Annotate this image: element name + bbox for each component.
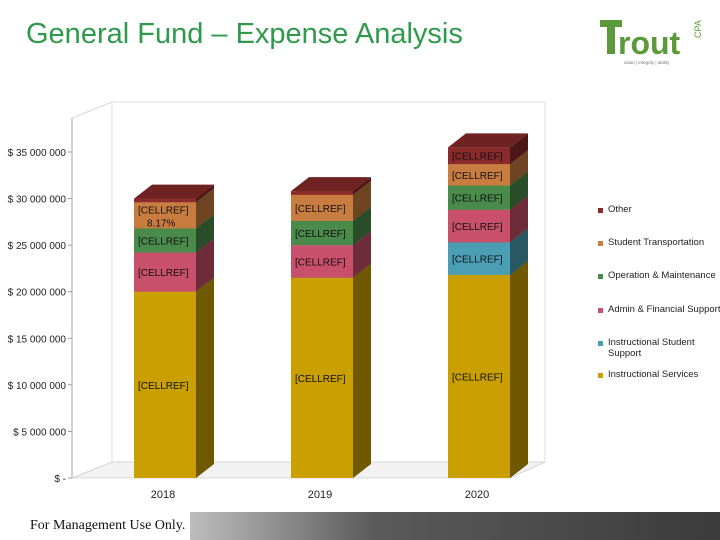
bar-data-label: [CELLREF] bbox=[452, 372, 503, 383]
logo-t-stem bbox=[607, 20, 615, 54]
legend-swatch bbox=[598, 308, 603, 313]
legend-swatch bbox=[598, 208, 603, 213]
bar-front bbox=[448, 274, 510, 478]
bar-front bbox=[291, 277, 353, 478]
y-tick-label: $ 25 000 000 bbox=[8, 241, 67, 252]
bar-front bbox=[448, 164, 510, 186]
bar-side bbox=[353, 263, 371, 478]
bar-top bbox=[134, 184, 214, 199]
y-tick-label: $ 30 000 000 bbox=[8, 195, 67, 206]
bar-data-label: [CELLREF] bbox=[138, 268, 189, 279]
bar-data-label: [CELLREF] bbox=[138, 236, 189, 247]
bar-front bbox=[291, 220, 353, 246]
bar-data-label: [CELLREF] bbox=[295, 204, 346, 215]
bar-side bbox=[510, 260, 528, 478]
logo-word: rout bbox=[618, 25, 681, 61]
bar-data-label: 8.17% bbox=[147, 218, 175, 229]
legend-item: Student Transportation bbox=[598, 237, 720, 248]
bar-data-label: [CELLREF] bbox=[138, 381, 189, 392]
bar-side bbox=[196, 184, 214, 203]
legend-swatch bbox=[598, 341, 603, 346]
bar-data-label: [CELLREF] bbox=[295, 229, 346, 240]
bar-side bbox=[510, 195, 528, 243]
y-tick-label: $ 20 000 000 bbox=[8, 288, 67, 299]
bar-side bbox=[510, 133, 528, 165]
page-title: General Fund – Expense Analysis bbox=[26, 18, 463, 50]
bar-front bbox=[291, 194, 353, 221]
bar-data-label: [CELLREF] bbox=[452, 222, 503, 233]
legend-label: Admin & Financial Support bbox=[608, 304, 720, 315]
y-tick-label: $ 5 000 000 bbox=[13, 427, 66, 438]
legend-item: Instructional Student Support bbox=[598, 337, 720, 359]
bar-side bbox=[353, 231, 371, 278]
x-category-label: 2019 bbox=[308, 489, 332, 501]
legend-item: Other bbox=[598, 204, 720, 215]
legend-swatch bbox=[598, 241, 603, 246]
bar-front bbox=[291, 245, 353, 278]
bar-side bbox=[353, 180, 371, 221]
bar-front bbox=[448, 209, 510, 243]
legend-item: Admin & Financial Support bbox=[598, 304, 720, 315]
bar-side bbox=[196, 214, 214, 253]
bar-data-label: [CELLREF] bbox=[452, 194, 503, 205]
trout-cpa-logo: rout CPA value | integrity | ability bbox=[600, 20, 703, 65]
logo-side-text: CPA bbox=[693, 20, 703, 38]
bar-front bbox=[134, 291, 196, 478]
bar-segment: [CELLREF] bbox=[448, 133, 528, 165]
bar-segment bbox=[134, 184, 214, 203]
bar-data-label: [CELLREF] bbox=[452, 255, 503, 266]
legend-label: Instructional Services bbox=[608, 369, 699, 380]
bar-front bbox=[134, 198, 196, 203]
bar-front bbox=[448, 147, 510, 165]
bar-side bbox=[510, 150, 528, 186]
legend-swatch bbox=[598, 274, 603, 279]
legend-item: Operation & Maintenance bbox=[598, 270, 720, 281]
bar-side bbox=[510, 228, 528, 275]
y-tick-label: $ 15 000 000 bbox=[8, 334, 67, 345]
bar-data-label: [CELLREF] bbox=[138, 205, 189, 216]
bar-side bbox=[353, 206, 371, 246]
logo-tagline: value | integrity | ability bbox=[624, 60, 670, 65]
footer-band bbox=[190, 512, 720, 540]
bar-front bbox=[134, 202, 196, 229]
x-category-label: 2020 bbox=[465, 489, 489, 501]
bar-front bbox=[291, 191, 353, 195]
y-tick-label: $ 35 000 000 bbox=[8, 148, 67, 159]
bar-side bbox=[353, 177, 371, 195]
bar-segment: [CELLREF] bbox=[291, 263, 371, 478]
footer-note: For Management Use Only. bbox=[30, 518, 186, 533]
bar-top bbox=[291, 177, 371, 192]
y-tick-label: $ - bbox=[54, 474, 66, 485]
bar-side bbox=[196, 238, 214, 292]
x-category-label: 2018 bbox=[151, 489, 175, 501]
bar-front bbox=[448, 242, 510, 275]
bar-top bbox=[448, 133, 528, 148]
y-tick-label: $ 10 000 000 bbox=[8, 381, 67, 392]
bar-front bbox=[134, 252, 196, 292]
bar-data-label: [CELLREF] bbox=[452, 152, 503, 163]
bar-data-label: [CELLREF] bbox=[295, 374, 346, 385]
bar-data-label: [CELLREF] bbox=[295, 257, 346, 268]
legend-swatch bbox=[598, 373, 603, 378]
legend-item: Instructional Services bbox=[598, 369, 720, 380]
legend-label: Operation & Maintenance bbox=[608, 270, 716, 281]
chart-side-wall bbox=[71, 101, 113, 479]
bar-data-label: [CELLREF] bbox=[452, 171, 503, 182]
legend-label: Student Transportation bbox=[608, 237, 705, 248]
bar-front bbox=[448, 185, 510, 210]
bar-side bbox=[510, 171, 528, 210]
bar-side bbox=[196, 188, 214, 229]
legend-label: Other bbox=[608, 204, 632, 215]
bar-side bbox=[196, 277, 214, 478]
bar-segment: [CELLREF] bbox=[134, 277, 214, 478]
bar-segment bbox=[291, 177, 371, 195]
bar-segment: [CELLREF] bbox=[448, 260, 528, 478]
bar-front bbox=[134, 228, 196, 253]
legend-label: Instructional Student Support bbox=[608, 337, 695, 359]
